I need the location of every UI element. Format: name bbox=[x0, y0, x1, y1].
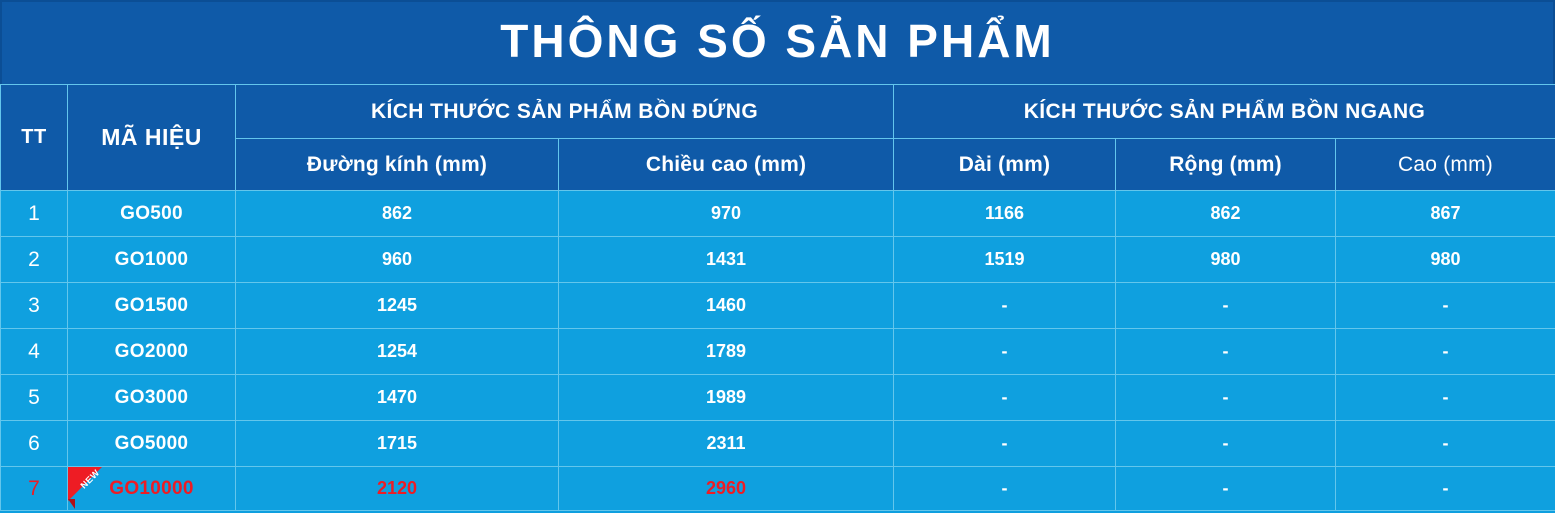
product-code-label: GO5000 bbox=[115, 433, 189, 454]
cell-tt: 3 bbox=[1, 283, 68, 329]
cell-tt: 6 bbox=[1, 421, 68, 467]
column-header-diameter: Đường kính (mm) bbox=[236, 139, 559, 191]
cell-width: - bbox=[1116, 421, 1336, 467]
cell-tall: - bbox=[1336, 467, 1555, 511]
group-header-horizontal-tank: KÍCH THƯỚC SẢN PHẨM BỒN NGANG bbox=[894, 85, 1555, 139]
cell-width: - bbox=[1116, 375, 1336, 421]
cell-length: 1519 bbox=[894, 237, 1116, 283]
product-code-label: GO10000 bbox=[109, 478, 194, 499]
cell-code: GO1000 bbox=[68, 237, 236, 283]
column-header-height: Chiều cao (mm) bbox=[559, 139, 894, 191]
product-code-label: GO2000 bbox=[115, 341, 189, 362]
cell-diameter: 2120 bbox=[236, 467, 559, 511]
column-header-tall: Cao (mm) bbox=[1336, 139, 1555, 191]
cell-diameter: 862 bbox=[236, 191, 559, 237]
cell-code: GO500 bbox=[68, 191, 236, 237]
cell-width: - bbox=[1116, 467, 1336, 511]
cell-height: 1460 bbox=[559, 283, 894, 329]
specification-table: TT MÃ HIỆU KÍCH THƯỚC SẢN PHẨM BỒN ĐỨNG … bbox=[0, 84, 1555, 511]
cell-code: GO3000 bbox=[68, 375, 236, 421]
cell-tt: 7 bbox=[1, 467, 68, 511]
cell-diameter: 1470 bbox=[236, 375, 559, 421]
cell-length: - bbox=[894, 467, 1116, 511]
cell-length: - bbox=[894, 375, 1116, 421]
page-title: THÔNG SỐ SẢN PHẨM bbox=[500, 18, 1054, 68]
cell-diameter: 960 bbox=[236, 237, 559, 283]
product-code-label: GO3000 bbox=[115, 387, 189, 408]
cell-height: 2311 bbox=[559, 421, 894, 467]
cell-tt: 5 bbox=[1, 375, 68, 421]
product-code-label: GO1000 bbox=[115, 249, 189, 270]
cell-diameter: 1715 bbox=[236, 421, 559, 467]
column-header-code: MÃ HIỆU bbox=[68, 85, 236, 191]
cell-code: GO2000 bbox=[68, 329, 236, 375]
column-header-width: Rộng (mm) bbox=[1116, 139, 1336, 191]
cell-width: 980 bbox=[1116, 237, 1336, 283]
cell-diameter: 1245 bbox=[236, 283, 559, 329]
product-code-label: GO1500 bbox=[115, 295, 189, 316]
cell-width: 862 bbox=[1116, 191, 1336, 237]
header-row-groups: TT MÃ HIỆU KÍCH THƯỚC SẢN PHẨM BỒN ĐỨNG … bbox=[1, 85, 1555, 139]
column-header-length: Dài (mm) bbox=[894, 139, 1116, 191]
cell-code: GO1500 bbox=[68, 283, 236, 329]
cell-code: GO5000 bbox=[68, 421, 236, 467]
cell-height: 1431 bbox=[559, 237, 894, 283]
cell-tall: - bbox=[1336, 329, 1555, 375]
cell-tt: 1 bbox=[1, 191, 68, 237]
table-header: TT MÃ HIỆU KÍCH THƯỚC SẢN PHẨM BỒN ĐỨNG … bbox=[1, 85, 1555, 191]
cell-height: 970 bbox=[559, 191, 894, 237]
column-header-tt: TT bbox=[1, 85, 68, 191]
group-header-vertical-tank: KÍCH THƯỚC SẢN PHẨM BỒN ĐỨNG bbox=[236, 85, 894, 139]
new-badge-label: NEW bbox=[72, 467, 109, 497]
title-band: THÔNG SỐ SẢN PHẨM bbox=[0, 0, 1555, 84]
cell-tall: - bbox=[1336, 375, 1555, 421]
cell-length: - bbox=[894, 421, 1116, 467]
cell-width: - bbox=[1116, 283, 1336, 329]
cell-width: - bbox=[1116, 329, 1336, 375]
cell-tall: 867 bbox=[1336, 191, 1555, 237]
cell-tt: 2 bbox=[1, 237, 68, 283]
product-code-label: GO500 bbox=[120, 203, 183, 224]
cell-height: 2960 bbox=[559, 467, 894, 511]
cell-length: - bbox=[894, 283, 1116, 329]
cell-tall: - bbox=[1336, 283, 1555, 329]
cell-diameter: 1254 bbox=[236, 329, 559, 375]
cell-height: 1989 bbox=[559, 375, 894, 421]
cell-length: - bbox=[894, 329, 1116, 375]
cell-length: 1166 bbox=[894, 191, 1116, 237]
cell-height: 1789 bbox=[559, 329, 894, 375]
cell-tall: 980 bbox=[1336, 237, 1555, 283]
cell-tt: 4 bbox=[1, 329, 68, 375]
cell-tall: - bbox=[1336, 421, 1555, 467]
